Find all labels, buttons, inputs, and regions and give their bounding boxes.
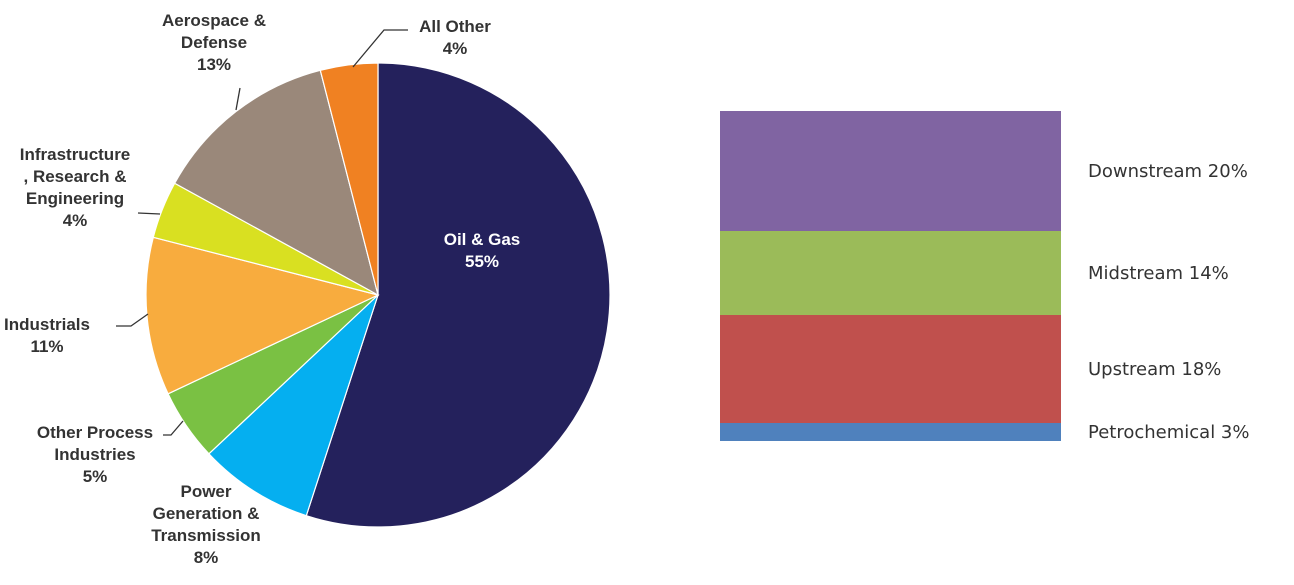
stack-segment (720, 111, 1061, 231)
pie-slice (305, 62, 611, 528)
stacked-bar-labels: Downstream 20% Midstream 14% Upstream 18% P… (1088, 161, 1249, 443)
pie-leader-lines (116, 29, 408, 436)
stack-segment (720, 423, 1061, 441)
stack-segment (720, 231, 1061, 315)
pie-leader-line (163, 420, 184, 436)
pie-slice-label: Other Process Industries 5% (37, 423, 153, 486)
pie-slice-label: Aerospace & Defense 13% (162, 11, 266, 74)
pie-slice-label: Industrials 11% (4, 315, 90, 356)
stack-segment-label: Downstream 20% (1088, 161, 1248, 182)
pie-labels: Oil & Gas 55% Power Generation & Transmissio… (4, 11, 520, 567)
pie-slice-label: All Other 4% (419, 17, 491, 58)
stack-segment-label: Petrochemical 3% (1088, 422, 1249, 443)
pie-leader-line (116, 313, 149, 327)
pie-slice (173, 69, 379, 297)
pie-slice (208, 294, 379, 517)
stack-segment (720, 315, 1061, 423)
stacked-bar-chart (720, 111, 1061, 441)
pie-leader-line (352, 29, 408, 68)
pie-leader-line (235, 87, 241, 111)
pie-slice (319, 62, 379, 296)
pie-slice-label: Power Generation & Transmission 8% (151, 482, 261, 567)
pie-leader-line (137, 212, 161, 215)
pie-slice-label: Infrastructure, Research & Engineering 4% (20, 145, 131, 230)
stack-segment-label: Upstream 18% (1088, 359, 1221, 380)
pie-chart (145, 62, 611, 528)
pie-slice-label: Oil & Gas 55% (444, 230, 521, 271)
pie-slice (145, 236, 380, 395)
stack-segment-label: Midstream 14% (1088, 263, 1229, 284)
